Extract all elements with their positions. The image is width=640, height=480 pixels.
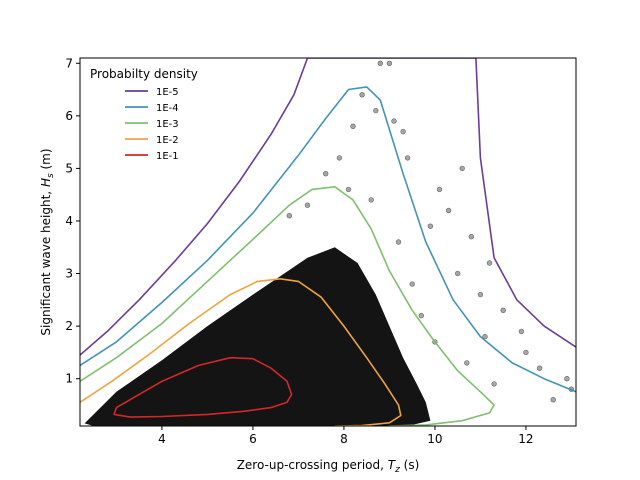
scatter-point <box>400 128 406 135</box>
legend-label-1E-3: 1E-3 <box>156 119 179 130</box>
contour-1E-4 <box>80 86 576 393</box>
legend-label-1E-5: 1E-5 <box>156 87 179 98</box>
scatter-point <box>464 360 470 366</box>
x-tick-label-12: 12 <box>518 432 533 446</box>
x-tick-label-6: 6 <box>249 432 257 446</box>
y-tick-label-1: 1 <box>65 372 73 386</box>
scatter-point <box>550 397 556 403</box>
legend-title: Probabilty density <box>90 67 198 81</box>
contour-1E-1 <box>113 356 293 418</box>
x-axis-label: Zero-up-crossing period, Tz (s) <box>237 458 420 475</box>
x-tick-label-4: 4 <box>158 432 166 446</box>
scatter-point <box>377 60 383 66</box>
legend: Probabilty density 1E-5 1E-4 1E-3 1E-2 1E-1 <box>90 67 198 162</box>
y-tick-label-2: 2 <box>65 319 73 333</box>
y-tick-label-3: 3 <box>65 267 73 281</box>
scatter-dense-region <box>84 247 431 426</box>
legend-label-1E-4: 1E-4 <box>156 103 179 114</box>
scatter-point <box>350 123 356 130</box>
scatter-point <box>386 60 393 66</box>
contour-layer <box>80 58 576 426</box>
scatter-point <box>404 155 411 161</box>
scatter-point <box>518 328 525 335</box>
scatter-point <box>345 186 352 193</box>
scatter-point <box>500 307 506 313</box>
scatter-point <box>536 365 543 371</box>
x-tick-label-10: 10 <box>427 432 442 446</box>
legend-label-1E-1: 1E-1 <box>156 151 179 162</box>
scatter-point <box>286 213 292 219</box>
scatter-point <box>455 270 461 277</box>
scatter-point <box>445 207 452 214</box>
y-axis-label: Significant wave height, Hs (m) <box>39 148 56 335</box>
scatter-point <box>523 349 529 356</box>
y-tick-label-4: 4 <box>65 214 73 228</box>
scatter-point <box>395 239 402 245</box>
scatter-point <box>359 92 365 98</box>
y-axis: 1 2 3 4 5 6 7 <box>65 56 80 386</box>
scatter-point <box>418 312 424 319</box>
scatter-point <box>491 381 497 387</box>
scatter-point <box>373 107 379 114</box>
scatter-point <box>486 260 493 266</box>
scatter-point <box>368 197 374 203</box>
scatter-point <box>304 202 311 208</box>
scatter-layer <box>84 60 575 426</box>
y-tick-label-6: 6 <box>65 109 73 123</box>
y-tick-label-5: 5 <box>65 161 73 175</box>
scatter-point <box>391 118 397 124</box>
scatter-point <box>477 291 484 298</box>
plot-frame <box>79 57 577 427</box>
y-tick-label-7: 7 <box>65 56 73 70</box>
contour-1E-3 <box>80 186 495 426</box>
x-axis: 4 6 8 10 12 <box>158 426 534 446</box>
x-tick-label-8: 8 <box>340 432 348 446</box>
legend-label-1E-2: 1E-2 <box>156 135 179 146</box>
scatter-point <box>323 171 329 177</box>
scatter-point <box>336 155 343 161</box>
scatter-point <box>427 223 434 229</box>
scatter-point <box>468 234 474 240</box>
scatter-point <box>409 281 415 287</box>
contour-1E-5 <box>80 58 576 356</box>
scatter-point <box>564 376 570 382</box>
scatter-point <box>436 186 443 193</box>
scatter-point <box>459 165 465 172</box>
contour-1E-2 <box>80 278 402 426</box>
scatter-point <box>482 333 488 340</box>
